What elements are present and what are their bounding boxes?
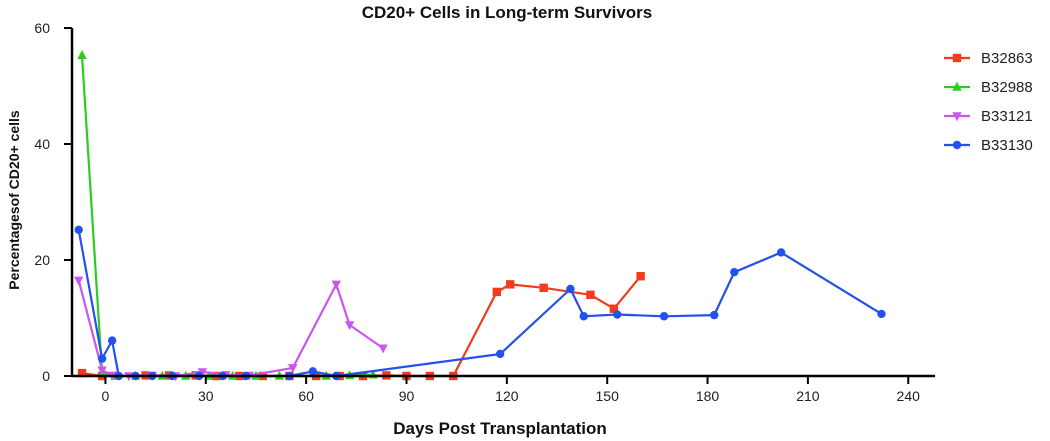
data-point bbox=[77, 368, 87, 378]
data-point bbox=[609, 304, 619, 313]
data-point bbox=[331, 280, 341, 290]
data-point bbox=[77, 50, 87, 59]
x-axis-label: Days Post Transplantation bbox=[393, 419, 607, 438]
x-tick-label: 150 bbox=[596, 388, 620, 404]
series-B33130 bbox=[74, 225, 886, 381]
series-line bbox=[80, 55, 374, 378]
x-tick-label: 30 bbox=[198, 388, 214, 404]
legend-swatch-marker bbox=[952, 140, 962, 150]
data-point bbox=[586, 290, 595, 299]
x-tick-label: 180 bbox=[696, 388, 720, 404]
legend-item: B32863 bbox=[944, 50, 1033, 67]
data-point bbox=[492, 287, 502, 297]
data-point bbox=[710, 310, 719, 320]
y-tick-label: 40 bbox=[34, 136, 50, 152]
x-tick-label: 210 bbox=[796, 388, 820, 404]
data-point bbox=[97, 354, 107, 363]
data-point bbox=[308, 367, 318, 376]
data-point bbox=[776, 248, 786, 257]
legend-swatch-marker bbox=[952, 112, 962, 122]
y-tick-label: 20 bbox=[34, 252, 50, 268]
data-point bbox=[73, 276, 84, 286]
data-point bbox=[539, 283, 548, 293]
data-point bbox=[566, 284, 575, 294]
series-B32863 bbox=[77, 272, 645, 381]
data-point bbox=[659, 312, 669, 321]
legend-item: B32988 bbox=[944, 79, 1033, 96]
series-B33121 bbox=[73, 276, 388, 382]
data-point bbox=[197, 368, 208, 378]
legend-label: B32863 bbox=[981, 50, 1033, 67]
x-tick-label: 0 bbox=[102, 388, 110, 404]
data-point bbox=[97, 366, 107, 376]
series-line bbox=[77, 229, 883, 378]
series-B32988 bbox=[77, 50, 378, 380]
data-point bbox=[613, 310, 622, 319]
data-point bbox=[730, 267, 739, 277]
legend-item: B33121 bbox=[944, 108, 1033, 125]
series-line bbox=[77, 280, 384, 378]
x-tick-label: 120 bbox=[495, 388, 519, 404]
legend-swatch-marker bbox=[952, 53, 962, 63]
legend-item: B33130 bbox=[944, 137, 1033, 154]
data-point bbox=[636, 272, 645, 281]
series-line bbox=[81, 275, 642, 378]
legend-swatch-marker bbox=[952, 81, 962, 91]
chart-title: CD20+ Cells in Long-term Survivors bbox=[362, 3, 653, 22]
data-point bbox=[74, 225, 83, 235]
data-point bbox=[378, 344, 388, 354]
data-point bbox=[107, 336, 117, 345]
x-tick-label: 90 bbox=[399, 388, 415, 404]
data-point bbox=[344, 321, 355, 331]
data-point bbox=[877, 309, 886, 319]
y-tick-label: 60 bbox=[34, 20, 50, 36]
y-tick-label: 0 bbox=[42, 368, 50, 384]
data-point bbox=[288, 364, 298, 374]
data-point bbox=[495, 349, 505, 359]
x-tick-label: 240 bbox=[897, 388, 921, 404]
data-point bbox=[505, 280, 515, 289]
x-tick-label: 60 bbox=[298, 388, 314, 404]
legend-label: B33121 bbox=[981, 108, 1033, 125]
y-axis-label: Percentagesof CD20+ cells bbox=[6, 110, 22, 290]
legend-label: B32988 bbox=[981, 79, 1033, 96]
data-point bbox=[579, 312, 588, 321]
legend-label: B33130 bbox=[981, 137, 1033, 154]
